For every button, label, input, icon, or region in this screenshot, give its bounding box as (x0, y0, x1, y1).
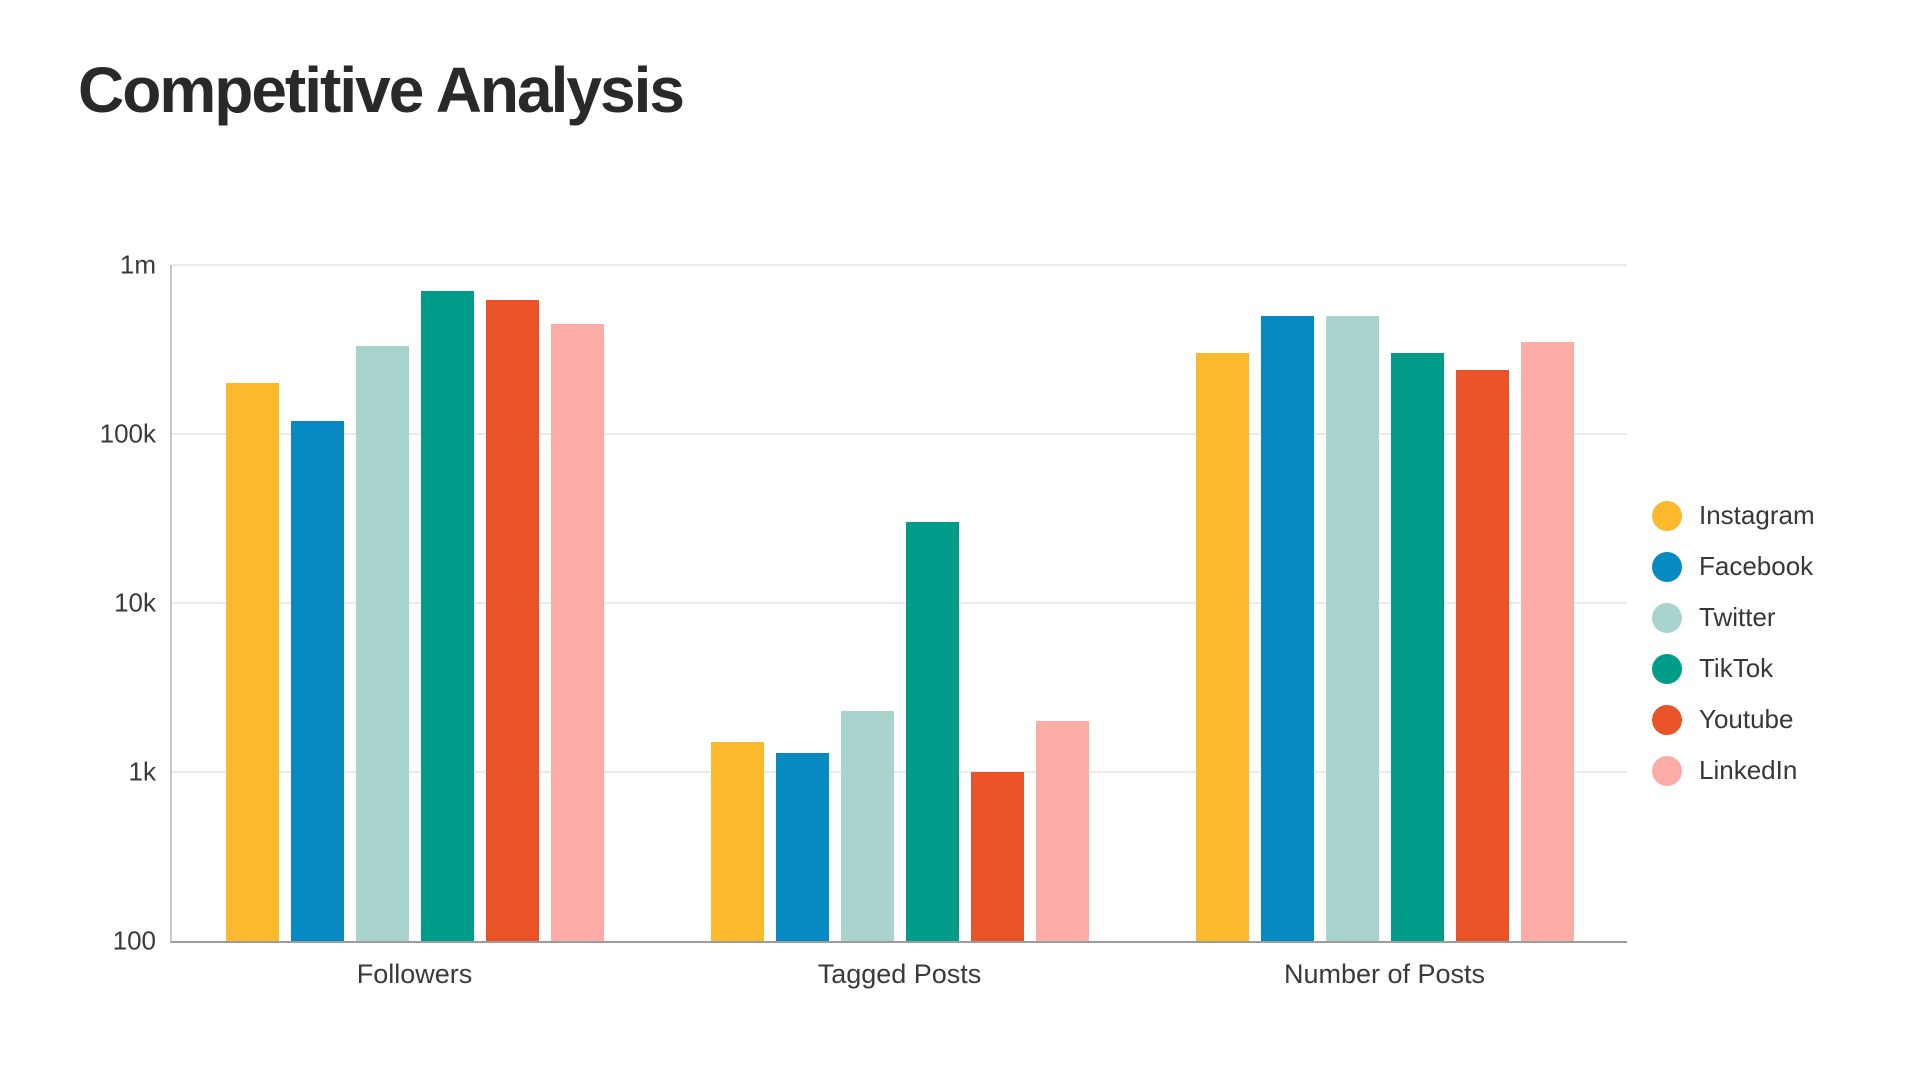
y-tick-label-1m: 1m (119, 249, 156, 280)
y-tick-label-100k: 100k (99, 418, 156, 449)
y-tick-label-10k: 10k (114, 587, 156, 618)
legend-item-label: LinkedIn (1699, 755, 1798, 785)
bar-twitter-number-of-posts[interactable] (1325, 315, 1379, 941)
legend-item-instagram[interactable]: Instagram (1652, 500, 1815, 531)
bar-facebook-tagged-posts[interactable] (775, 752, 829, 941)
legend-swatch-icon-facebook (1652, 551, 1682, 582)
bar-linkedin-followers[interactable] (550, 323, 604, 941)
bar-group-tagged-posts (657, 265, 1142, 941)
legend-item-linkedin[interactable]: LinkedIn (1652, 755, 1815, 786)
bar-instagram-followers[interactable] (225, 383, 279, 941)
legend-item-facebook[interactable]: Facebook (1652, 551, 1815, 582)
legend-item-label: Youtube (1699, 704, 1794, 734)
legend-item-label: Instagram (1699, 500, 1815, 530)
legend: Instagram Facebook Twitter TikTok Youtube Lin… (1652, 500, 1815, 786)
legend-swatch-icon-youtube (1652, 704, 1682, 735)
bar-tiktok-number-of-posts[interactable] (1390, 353, 1444, 941)
legend-swatch-icon-instagram (1652, 500, 1682, 531)
legend-item-label: Twitter (1699, 602, 1776, 632)
bar-facebook-followers[interactable] (290, 420, 344, 941)
gridline-10k (172, 602, 1627, 604)
x-axis-label-tagged-posts: Tagged Posts (817, 959, 982, 989)
gridline-100k (172, 433, 1627, 435)
y-tick-label-1k: 1k (128, 756, 156, 787)
bar-tiktok-tagged-posts[interactable] (905, 522, 959, 941)
bar-instagram-tagged-posts[interactable] (710, 742, 764, 941)
legend-item-twitter[interactable]: Twitter (1652, 602, 1815, 633)
bar-group-number-of-posts (1142, 265, 1627, 941)
plot-area: 1m 100k 10k 1k 100 Followers Tagged Posts Numb… (100, 250, 1627, 989)
bar-group-followers (172, 265, 657, 941)
legend-swatch-icon-twitter (1652, 602, 1682, 633)
x-axis: Followers Tagged Posts Number of Posts (172, 959, 1627, 990)
legend-item-label: TikTok (1699, 653, 1774, 683)
bar-linkedin-tagged-posts[interactable] (1035, 721, 1089, 941)
bar-youtube-number-of-posts[interactable] (1455, 369, 1509, 941)
bar-youtube-followers[interactable] (485, 300, 539, 941)
bar-groups (172, 265, 1627, 941)
legend-item-tiktok[interactable]: TikTok (1652, 653, 1815, 684)
bar-facebook-number-of-posts[interactable] (1260, 315, 1314, 941)
legend-swatch-icon-linkedin (1652, 755, 1682, 786)
chart-title: Competitive Analysis (78, 54, 685, 126)
gridline-1k (172, 771, 1627, 773)
gridline-1m (172, 264, 1627, 266)
legend-item-youtube[interactable]: Youtube (1652, 704, 1815, 735)
y-tick-label-100: 100 (112, 925, 156, 956)
bar-youtube-tagged-posts[interactable] (970, 772, 1024, 941)
bar-instagram-number-of-posts[interactable] (1195, 353, 1249, 941)
bar-tiktok-followers[interactable] (420, 291, 474, 941)
x-axis-label-followers: Followers (356, 959, 473, 989)
bar-twitter-followers[interactable] (355, 346, 409, 941)
legend-item-label: Facebook (1699, 551, 1814, 581)
bar-twitter-tagged-posts[interactable] (840, 710, 894, 941)
legend-swatch-icon-tiktok (1652, 653, 1682, 684)
bar-linkedin-number-of-posts[interactable] (1520, 342, 1574, 941)
x-axis-label-number-of-posts: Number of Posts (1283, 959, 1486, 989)
